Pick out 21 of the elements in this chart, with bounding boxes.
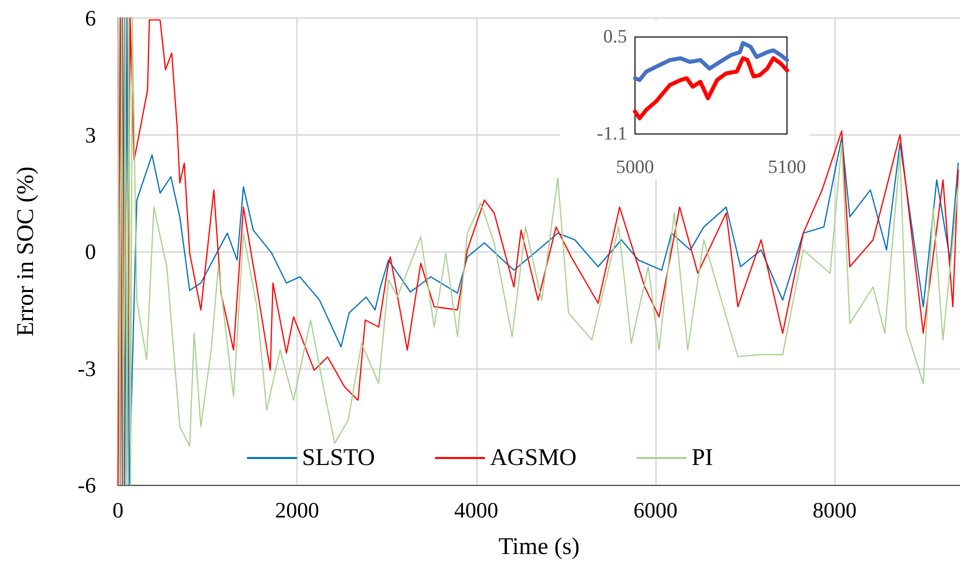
- y-tick-label: -1.1: [596, 124, 627, 144]
- x-tick-label: 8000: [812, 498, 857, 522]
- x-tick-label: 2000: [275, 498, 320, 522]
- legend-label: PI: [692, 445, 713, 471]
- y-tick-label: 0: [85, 239, 96, 264]
- x-axis-title: Time (s): [498, 534, 580, 560]
- x-tick-label: 0: [112, 498, 124, 522]
- x-tick-label: 5100: [768, 157, 806, 178]
- legend-label: SLSTO: [302, 445, 375, 471]
- x-tick-label: 4000: [454, 498, 498, 522]
- y-tick-label: 6: [85, 6, 96, 30]
- x-tick-label: 5000: [616, 157, 654, 178]
- y-tick-label: 3: [85, 122, 96, 148]
- y-tick-label: -3: [78, 356, 96, 381]
- line-series: [633, 56, 789, 120]
- x-tick-label: 6000: [633, 498, 678, 522]
- y-tick-label: 0.5: [603, 26, 627, 48]
- y-axis-title: Error in SOC (%): [13, 166, 39, 336]
- legend-label: AGSMO: [490, 445, 577, 471]
- line-series: [633, 41, 789, 82]
- y-tick-label: -6: [78, 472, 96, 498]
